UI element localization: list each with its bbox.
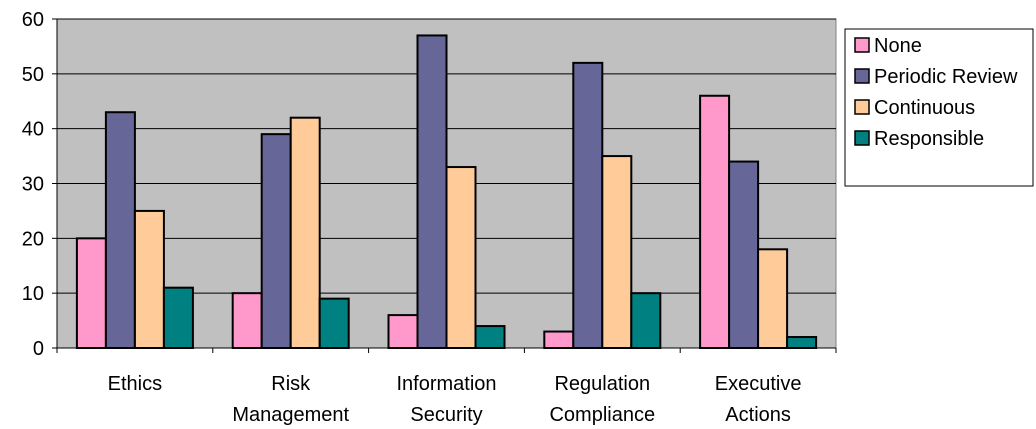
bar-responsible	[162, 286, 194, 349]
axes	[52, 18, 837, 353]
x-category-label: Information Security	[396, 373, 496, 426]
y-tick-label: 20	[22, 228, 44, 250]
bar-none	[699, 94, 731, 350]
y-tick-label: 50	[22, 64, 44, 86]
bar-none	[387, 314, 419, 350]
bar-continuous	[289, 116, 321, 349]
y-tick-label: 0	[33, 338, 44, 360]
y-tick-label: 40	[22, 119, 44, 141]
legend-label: None	[874, 35, 922, 57]
legend-label: Responsible	[874, 128, 984, 150]
x-category-label-line: Compliance	[549, 404, 655, 426]
legend-label: Continuous	[874, 97, 975, 119]
bar-responsible	[630, 292, 662, 349]
x-category-label-line: Risk	[271, 373, 311, 395]
bar-periodic-review	[416, 34, 448, 349]
legend-swatch	[854, 37, 870, 53]
x-category-label: Regulation Compliance	[549, 373, 655, 426]
bar-periodic-review	[728, 160, 760, 349]
y-tick-label: 60	[22, 9, 44, 31]
legend-box	[844, 28, 1034, 187]
bar-periodic-review	[104, 111, 136, 350]
x-category-label-line: Ethics	[108, 373, 162, 395]
x-category-label-line: Executive	[715, 373, 802, 395]
bar-continuous	[757, 248, 789, 349]
x-category-label-line: Information	[396, 373, 496, 395]
bar-continuous	[601, 155, 633, 349]
bar-responsible	[318, 297, 350, 349]
bar-none	[231, 292, 263, 349]
bar-none	[543, 330, 575, 349]
bar-periodic-review	[572, 61, 604, 349]
x-category-label-line: Actions	[725, 404, 791, 426]
y-tick-label: 10	[22, 283, 44, 305]
bar-responsible	[786, 336, 818, 349]
x-category-label: Executive Actions	[715, 373, 802, 426]
x-category-label-line: Management	[232, 404, 349, 426]
bar-responsible	[474, 325, 506, 350]
bar-continuous	[133, 209, 165, 349]
x-axis-categories: Ethics Risk Management Information Security R…	[108, 373, 802, 426]
y-tick-label: 30	[22, 174, 44, 196]
legend: None Periodic Review Continuous Responsible	[844, 28, 1034, 187]
x-category-label-line: Regulation	[554, 373, 650, 395]
x-category-label-line: Security	[410, 404, 482, 426]
legend-swatch	[854, 68, 870, 84]
bars	[75, 34, 818, 350]
legend-label: Periodic Review	[874, 66, 1018, 88]
y-axis-ticks: 0 10 20 30 40 50 60	[22, 9, 44, 360]
bar-periodic-review	[260, 133, 292, 349]
x-category-label: Ethics	[108, 373, 162, 395]
bar-none	[75, 237, 107, 349]
bar-continuous	[445, 166, 477, 349]
x-category-label: Risk Management	[232, 373, 349, 426]
legend-swatch	[854, 130, 870, 146]
legend-swatch	[854, 99, 870, 115]
